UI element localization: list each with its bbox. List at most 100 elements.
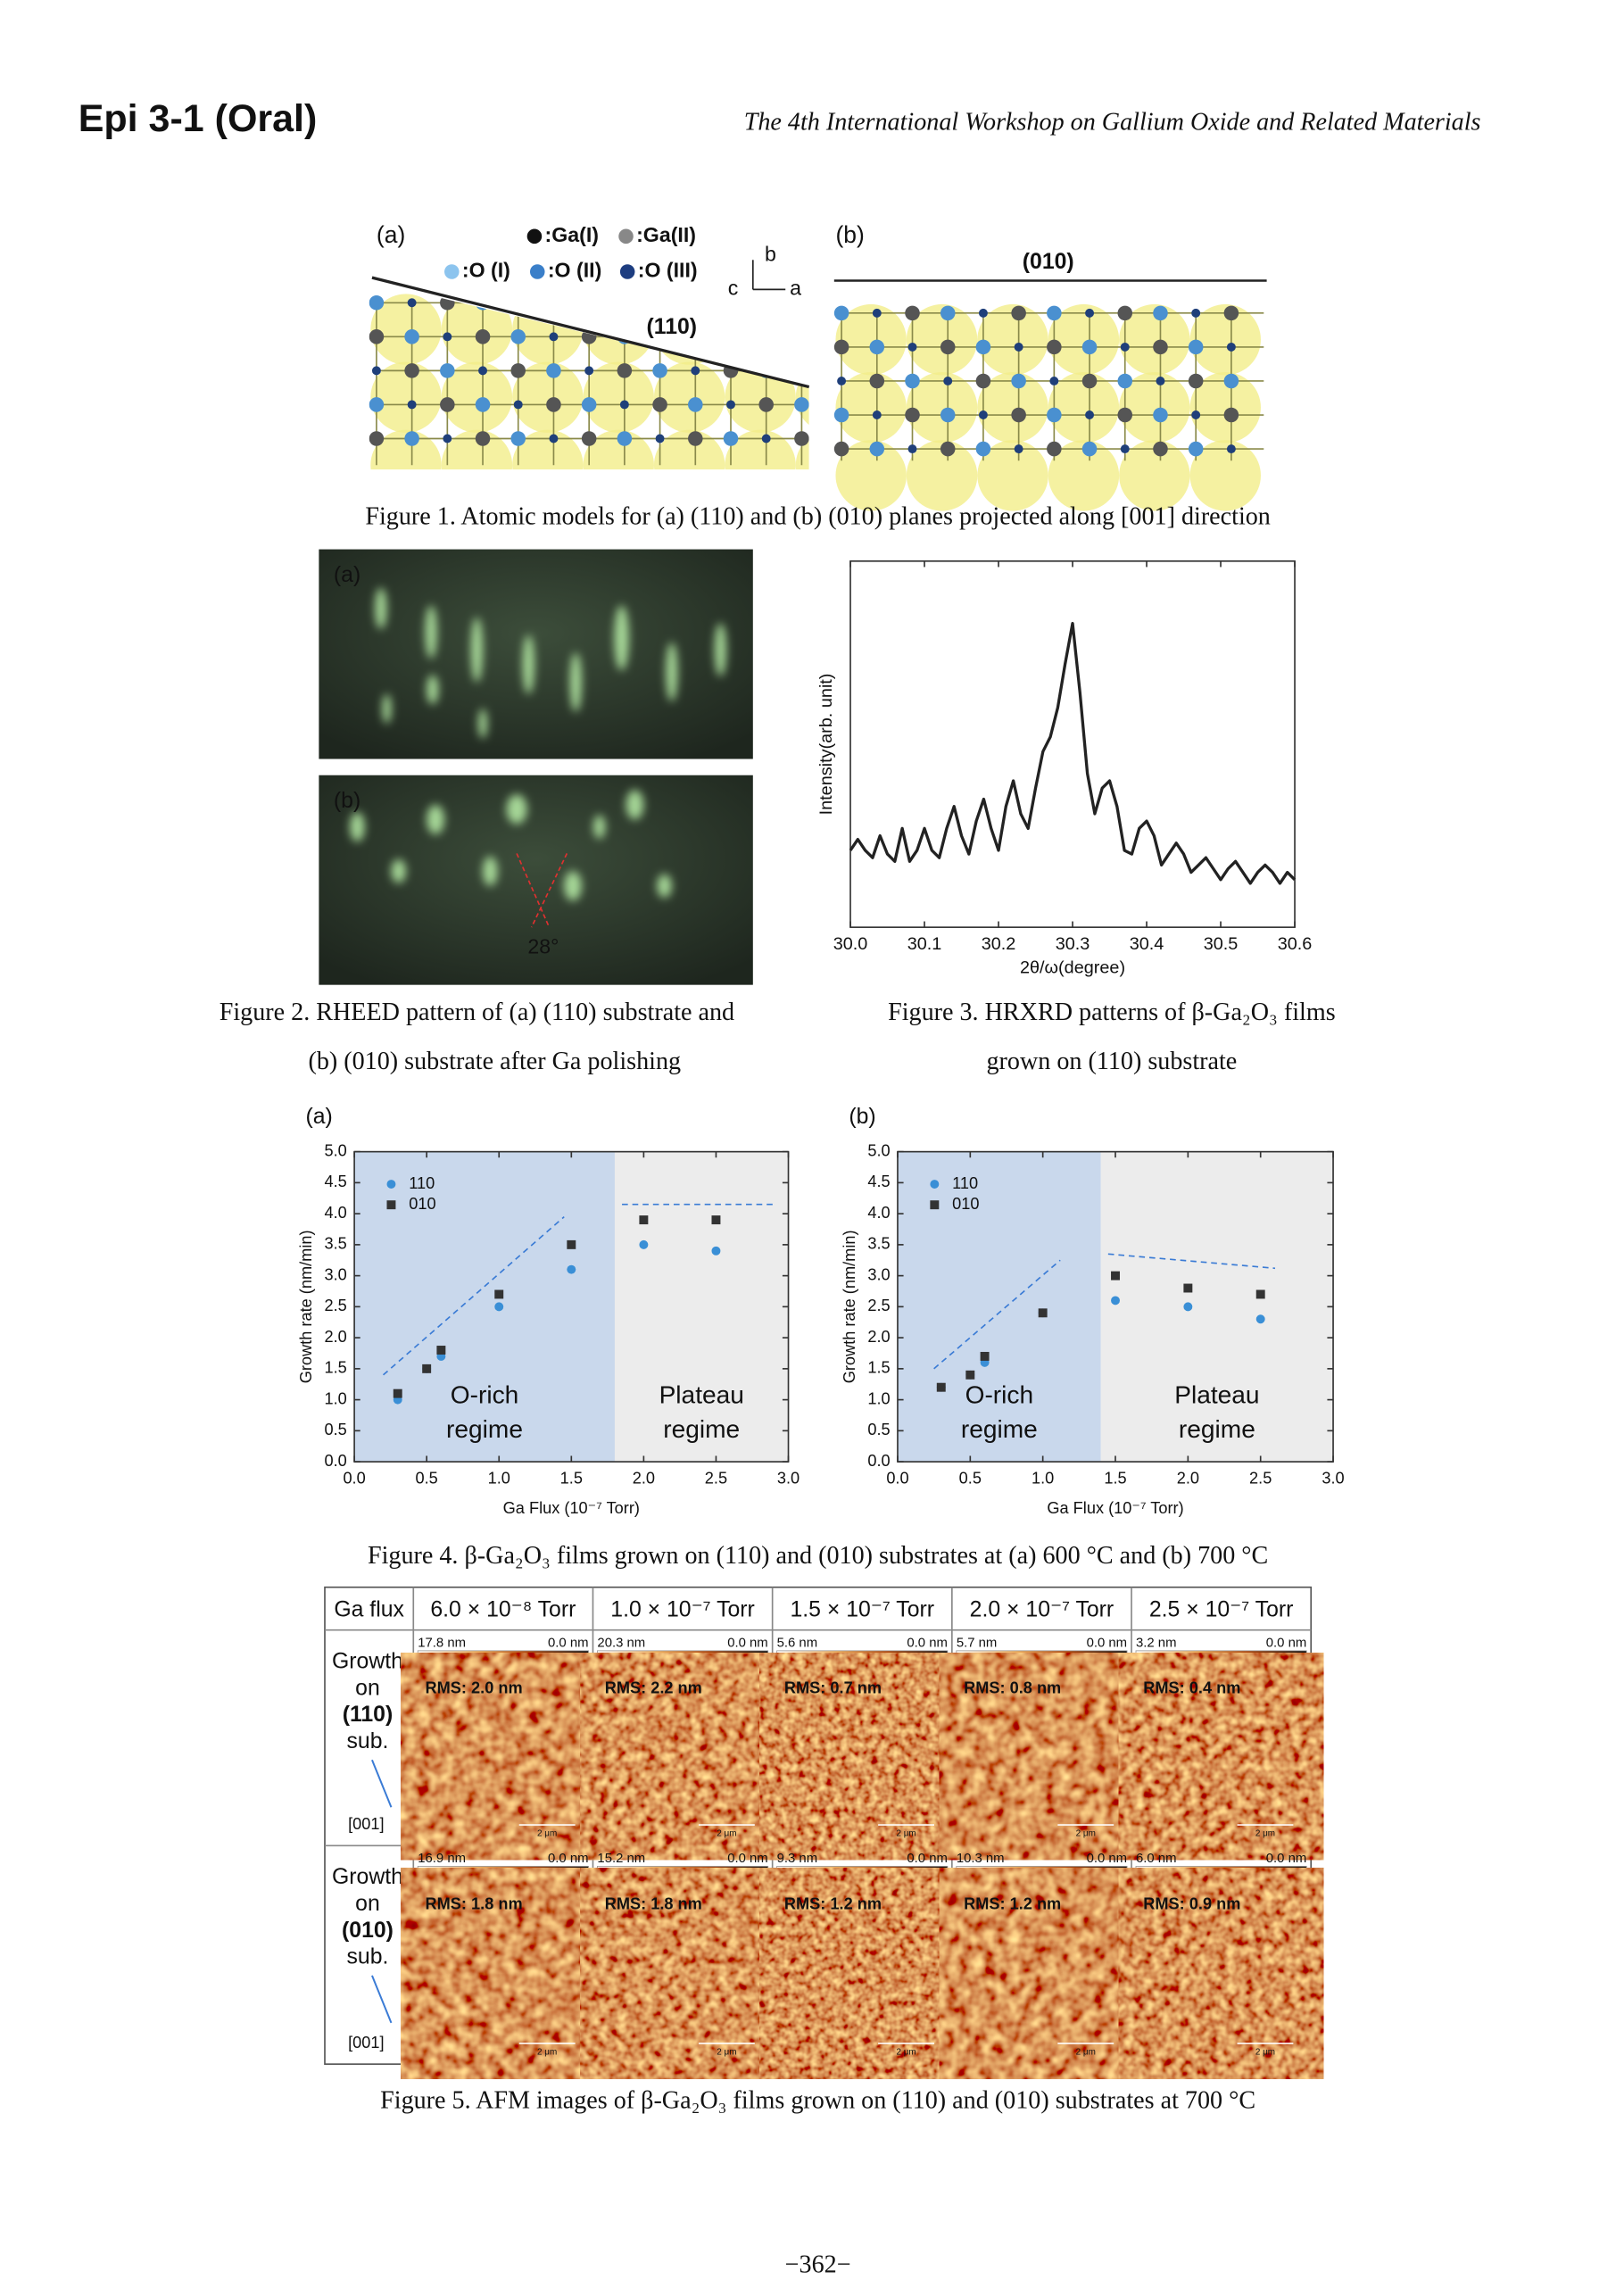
table-header: Ga flux	[334, 1598, 404, 1622]
data-point	[639, 1215, 649, 1225]
rheed-streaks	[350, 790, 672, 901]
polyhedron	[835, 303, 907, 376]
rms-label: RMS: 2.0 nm	[426, 1679, 523, 1697]
colorbar-min: 0.0 nm	[548, 1637, 588, 1651]
atom	[1047, 339, 1062, 355]
direction-arrow	[371, 1975, 393, 2024]
atom	[1153, 407, 1168, 423]
y-tick-label: 4.0	[867, 1204, 890, 1222]
afm-image	[1136, 1885, 1307, 2061]
streak	[391, 859, 406, 883]
row-label: (010)	[342, 1919, 394, 1943]
atom	[794, 397, 809, 412]
atom	[794, 431, 809, 446]
atom	[369, 295, 385, 311]
y-tick-label: 2.5	[867, 1297, 890, 1314]
atom	[1191, 308, 1201, 318]
polyhedron	[512, 361, 584, 433]
atom	[407, 298, 417, 308]
rms-label: RMS: 2.2 nm	[605, 1679, 702, 1697]
data-point	[422, 1364, 432, 1373]
colorbar-min: 0.0 nm	[548, 1852, 588, 1866]
atom	[1047, 441, 1062, 457]
angle-label: 28°	[527, 934, 559, 957]
polyhedron	[725, 429, 796, 470]
colorbar-max: 16.9 nm	[418, 1852, 466, 1866]
atom	[617, 363, 633, 378]
scale-bar-label: 2 μm	[537, 2048, 557, 2058]
atom	[443, 332, 452, 342]
polyhedron	[977, 372, 1048, 443]
atom	[1188, 339, 1204, 355]
atom	[1117, 373, 1133, 389]
atom	[688, 431, 703, 446]
atom	[619, 400, 629, 410]
row-label: sub.	[347, 1729, 389, 1753]
data-line	[849, 621, 1297, 885]
atom	[758, 397, 774, 412]
polyhedron	[1048, 440, 1120, 511]
atom	[404, 431, 419, 446]
atomic-model	[833, 303, 1264, 511]
atom	[688, 295, 703, 311]
atom	[833, 305, 849, 321]
y-tick-label: 2.0	[325, 1328, 347, 1346]
atom	[1153, 339, 1168, 355]
streak	[470, 617, 484, 683]
atom	[978, 308, 988, 318]
atom	[975, 339, 991, 355]
axis-label: a	[790, 277, 801, 300]
afm-image	[776, 1670, 948, 1843]
x-tick-label: 30.1	[907, 934, 942, 954]
plane-label: (010)	[1023, 250, 1074, 274]
atom	[1014, 342, 1023, 352]
data-point	[567, 1239, 576, 1249]
atom	[407, 400, 417, 410]
y-tick-label: 2.0	[867, 1328, 890, 1346]
streak	[714, 623, 727, 676]
direction-label: [001]	[348, 1815, 384, 1833]
data-point	[1255, 1289, 1265, 1299]
scale-bar-label: 2 μm	[896, 1829, 916, 1839]
atom	[869, 441, 885, 457]
data-point	[1111, 1271, 1120, 1281]
polyhedron	[441, 361, 513, 433]
data-point	[711, 1246, 721, 1256]
atom	[1011, 373, 1026, 389]
atom	[905, 305, 920, 321]
y-tick-label: 2.5	[325, 1297, 347, 1314]
colorbar-max: 17.8 nm	[418, 1637, 466, 1651]
atom	[1011, 407, 1026, 423]
atom	[833, 407, 849, 423]
data-point	[1183, 1302, 1193, 1312]
atom	[1153, 441, 1168, 457]
y-tick-label: 3.0	[325, 1265, 347, 1283]
streak	[375, 587, 387, 629]
table-header: 2.5 × 10⁻⁷ Torr	[1149, 1598, 1294, 1622]
colorbar-min: 0.0 nm	[1087, 1852, 1127, 1866]
x-tick-label: 3.0	[1322, 1470, 1344, 1488]
afm-image	[1136, 1670, 1307, 1843]
afm-image	[597, 1885, 768, 2061]
polyhedron	[1119, 440, 1190, 511]
data-point	[1038, 1308, 1048, 1318]
legend-marker	[618, 228, 634, 245]
y-tick-label: 0.0	[867, 1452, 890, 1470]
x-tick-label: 3.0	[777, 1470, 800, 1488]
legend-marker	[444, 264, 460, 279]
y-tick-label: 0.5	[867, 1421, 890, 1438]
atom	[546, 397, 561, 412]
regime-label: Plateau	[659, 1381, 744, 1409]
atom	[723, 329, 739, 344]
regime-label: regime	[663, 1415, 740, 1443]
atom	[475, 431, 491, 446]
legend-label: 110	[409, 1174, 435, 1192]
direction-label: [001]	[348, 2034, 384, 2051]
axis-label: b	[765, 242, 776, 265]
plot-frame	[849, 559, 1296, 928]
atomic-model	[369, 294, 809, 470]
y-tick-label: 0.5	[325, 1421, 347, 1438]
header-title: Epi 3-1 (Oral)	[79, 97, 318, 140]
atom	[1047, 305, 1062, 321]
atom	[1120, 342, 1130, 352]
